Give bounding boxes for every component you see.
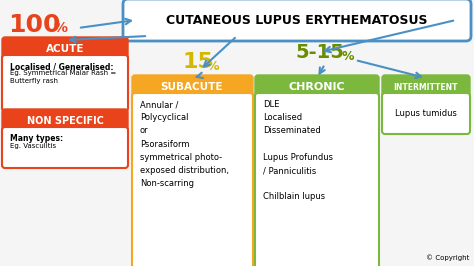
FancyBboxPatch shape — [2, 37, 128, 61]
FancyBboxPatch shape — [255, 93, 379, 266]
FancyBboxPatch shape — [2, 55, 128, 111]
Text: Localised / Generalised:: Localised / Generalised: — [10, 62, 113, 71]
Text: %: % — [54, 21, 68, 35]
Text: Annular /
Polycyclical
or
Psorasiform
symmetrical photo-
exposed distribution,
N: Annular / Polycyclical or Psorasiform sy… — [140, 100, 229, 188]
FancyBboxPatch shape — [132, 75, 253, 99]
Text: © Copyright: © Copyright — [426, 254, 469, 261]
FancyBboxPatch shape — [2, 127, 128, 168]
FancyBboxPatch shape — [382, 93, 470, 134]
Text: 100: 100 — [8, 13, 61, 37]
Text: CUTANEOUS LUPUS ERYTHEMATOSUS: CUTANEOUS LUPUS ERYTHEMATOSUS — [166, 14, 428, 27]
Text: Lupus tumidus: Lupus tumidus — [395, 109, 457, 118]
Text: %: % — [342, 49, 355, 63]
FancyBboxPatch shape — [123, 0, 471, 41]
FancyBboxPatch shape — [2, 109, 128, 133]
FancyBboxPatch shape — [255, 75, 379, 99]
Text: INTERMITTENT: INTERMITTENT — [394, 82, 458, 92]
Text: Many types:: Many types: — [10, 134, 63, 143]
Text: SUBACUTE: SUBACUTE — [161, 82, 223, 92]
Text: 15: 15 — [183, 52, 214, 72]
Text: Eg. Vasculitis: Eg. Vasculitis — [10, 143, 56, 149]
Text: 5-15: 5-15 — [295, 43, 344, 61]
Text: NON SPECIFIC: NON SPECIFIC — [27, 116, 103, 126]
Text: %: % — [207, 60, 219, 73]
FancyBboxPatch shape — [132, 93, 253, 266]
Text: DLE
Localised
Disseminated

Lupus Profundus
/ Panniculitis

Chilblain lupus: DLE Localised Disseminated Lupus Profund… — [263, 100, 333, 201]
Text: CHRONIC: CHRONIC — [289, 82, 346, 92]
Text: Eg. Symmetrical Malar Rash =
Butterfly rash: Eg. Symmetrical Malar Rash = Butterfly r… — [10, 70, 116, 84]
Text: ACUTE: ACUTE — [46, 44, 84, 54]
FancyBboxPatch shape — [382, 75, 470, 99]
